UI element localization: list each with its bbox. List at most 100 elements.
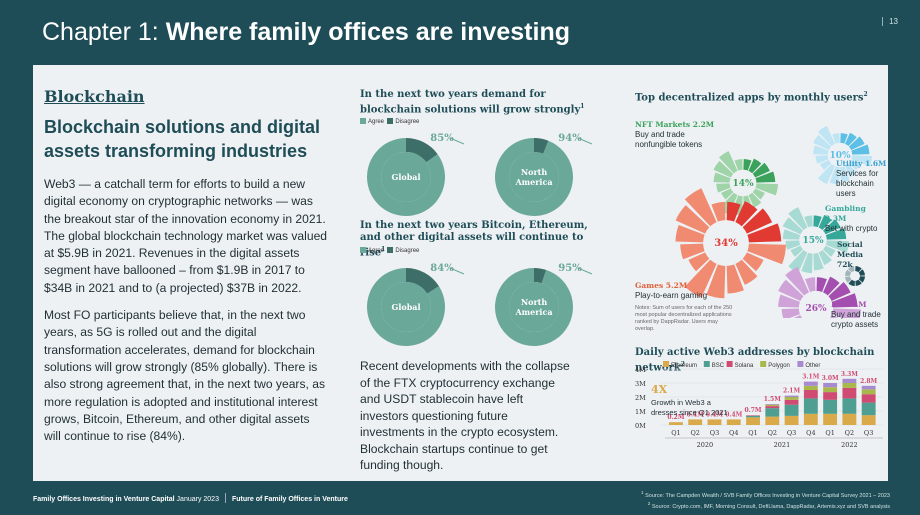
- social-title: Social Media: [837, 240, 864, 259]
- x-tick-label: Q3: [787, 429, 796, 437]
- app-segment: [778, 279, 804, 301]
- donut-pct: 95%: [558, 263, 582, 274]
- total-label: 1.5M: [764, 396, 781, 403]
- app-pct: 15%: [802, 236, 824, 246]
- app-segment: [848, 136, 865, 151]
- app-hub: [827, 142, 853, 168]
- app-segment: [748, 158, 762, 174]
- legend-label: Other: [805, 363, 820, 369]
- app-segment: [844, 132, 857, 147]
- survey-q2-title: In the next two years Bitcoin, Ethereum,…: [360, 220, 610, 259]
- year-label: 2020: [697, 441, 714, 449]
- pct-leader: [449, 267, 465, 275]
- apps-title: Top decentralized apps by monthly users2: [635, 89, 885, 104]
- donut-label: Global: [391, 172, 420, 182]
- donut-center: [381, 282, 431, 332]
- bar-segment: [861, 402, 876, 416]
- sources: 1 Source: The Campden Wealth / SVB Famil…: [641, 490, 890, 510]
- app-segment: [755, 183, 778, 196]
- nft-title: NFT Markets 2.2M: [635, 120, 715, 129]
- apps-notes: Notes: Sum of users for each of the 250 …: [635, 305, 733, 332]
- app-segment: [790, 245, 804, 257]
- app-pct: 26%: [805, 304, 827, 314]
- disagree-arc: [406, 138, 438, 163]
- source-2: Source: Crypto.com, IMF, Morning Consult…: [651, 503, 890, 510]
- games-title: Games 5.2M: [635, 281, 688, 290]
- disagree-arc: [406, 268, 439, 294]
- total-label: 0.4M: [706, 411, 723, 418]
- bar-segment: [784, 399, 799, 405]
- donut-label: America: [514, 177, 552, 187]
- app-segment: [752, 188, 765, 200]
- donut-pct: 94%: [558, 133, 582, 144]
- app-segment: [840, 133, 848, 144]
- bar-segment: [765, 408, 780, 417]
- legend-swatch: [797, 361, 804, 367]
- gamb-desc: Bet with crypto: [825, 224, 878, 233]
- x-tick-label: Q2: [845, 429, 854, 437]
- pct-leader: [449, 137, 465, 145]
- agree-arc: [367, 138, 445, 216]
- bar-segment: [823, 413, 838, 425]
- app-hub: [703, 220, 749, 266]
- bar-segment: [765, 406, 780, 409]
- total-label: 3.1M: [802, 374, 819, 381]
- app-segment: [825, 228, 847, 240]
- bar-segment: [803, 413, 818, 425]
- app-segment: [844, 163, 857, 178]
- defi-title: DeFi 4M: [831, 300, 867, 309]
- social-segment: [848, 279, 855, 286]
- mid-text: Recent developments with the collapse of…: [360, 359, 570, 472]
- app-segment: [734, 159, 743, 171]
- app-segment: [818, 214, 832, 231]
- app-segment: [680, 243, 705, 260]
- app-hub: [729, 169, 757, 197]
- app-segment: [816, 277, 827, 293]
- survey-q1-legend: Agree Disagree: [360, 118, 419, 125]
- total-label: 0.7M: [744, 407, 761, 414]
- agree-swatch: [360, 118, 366, 124]
- bar-segment: [861, 389, 876, 395]
- social-segment: [858, 276, 865, 283]
- app-segment: [818, 125, 836, 147]
- app-segment: [684, 188, 717, 227]
- survey-q2-title-text: In the next two years Bitcoin, Ethereum,…: [360, 220, 588, 259]
- footer-separator: [224, 493, 226, 503]
- content-panel: Blockchain Blockchain solutions and digi…: [33, 65, 888, 481]
- app-segment: [713, 172, 731, 183]
- annotation-line-1: Growth in Web3 a: [651, 398, 712, 407]
- bar-segment: [746, 415, 760, 418]
- app-pct: 10%: [829, 151, 851, 161]
- legend-label: Ethereum: [671, 363, 697, 369]
- util-title: Utility 1.6M: [836, 159, 887, 168]
- footer-date: January 2023: [176, 496, 219, 503]
- app-segment: [828, 281, 851, 301]
- app-segment: [706, 264, 726, 299]
- app-segment: [782, 217, 804, 235]
- x-tick-label: Q3: [864, 429, 873, 437]
- legend-disagree: Disagree: [395, 248, 420, 254]
- survey-donuts: Global85%NorthAmerica94%Global84%NorthAm…: [367, 133, 593, 346]
- body-text: Web3 — a catchall term for efforts to bu…: [44, 176, 329, 455]
- app-segment: [726, 201, 741, 222]
- bar-segment: [726, 419, 741, 425]
- games-desc: Play-to-earn gaming: [635, 291, 708, 300]
- social-segment: [855, 266, 862, 273]
- annotation-line-2: dresses since Q1 2021: [651, 408, 728, 417]
- app-segment: [788, 249, 808, 273]
- footer: Family Offices Investing in Venture Capi…: [33, 493, 348, 503]
- total-label: 0.4M: [725, 411, 742, 418]
- app-segment: [713, 160, 734, 178]
- util-desc: Services for blockchain users: [836, 169, 879, 198]
- survey-q2-legend: Agree Disagree: [360, 247, 419, 254]
- legend-swatch: [726, 361, 733, 367]
- app-segment: [804, 215, 813, 228]
- defi-label: DeFi 4M Buy and trade crypto assets: [831, 300, 889, 330]
- legend-disagree: Disagree: [395, 119, 420, 125]
- app-segment: [813, 215, 822, 228]
- legend-label: Solana: [735, 363, 754, 369]
- app-segment: [782, 229, 801, 240]
- social-value: 72k: [837, 260, 853, 269]
- agree-arc: [495, 268, 573, 346]
- legend-agree: Agree: [368, 248, 385, 254]
